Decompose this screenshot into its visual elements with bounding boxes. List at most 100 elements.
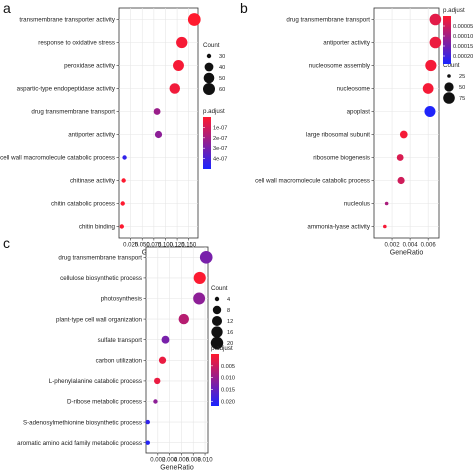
data-point: [397, 176, 405, 185]
data-point: [424, 105, 436, 118]
x-tick-label: 0.010: [198, 458, 214, 464]
category-label: sulfate transport: [98, 337, 143, 344]
size-legend-title: Count: [443, 62, 460, 69]
category-label: aspartic-type endopeptidase activity: [17, 86, 116, 93]
size-legend-key: [210, 336, 224, 350]
color-legend-label: 0.00020: [453, 54, 473, 60]
color-legend-bar: [443, 16, 451, 64]
category-label: photosynthesis: [101, 296, 142, 303]
panel-c: c drug transmembrane transport cellulose b…: [3, 235, 235, 471]
category-label: large ribosomal subunit: [306, 132, 370, 139]
color-legend-label: 0.005: [221, 364, 235, 370]
category-label: antiporter activity: [68, 132, 116, 139]
color-legend-label: 0.00005: [453, 24, 473, 30]
color-legend-bar: [211, 354, 219, 406]
x-tick-label: 0.006: [174, 458, 190, 464]
category-label: ribosome biogenesis: [313, 155, 370, 162]
x-tick-label: 0.004: [162, 458, 178, 464]
x-tick-label: 0.002: [385, 243, 401, 249]
data-point: [158, 356, 167, 364]
size-legend-key: [212, 305, 222, 315]
x-tick-label: 0.006: [421, 243, 437, 249]
category-label: aromatic amino acid family metabolic pro…: [17, 440, 142, 447]
size-legend-label: 60: [219, 87, 225, 93]
category-label: cell wall macromolecule catabolic proces…: [0, 155, 115, 162]
category-label: chitin catabolic process: [51, 201, 115, 208]
data-point: [422, 83, 434, 94]
category-label: nucleosome assembly: [309, 63, 371, 70]
data-point: [153, 399, 158, 404]
color-legend-label: 0.010: [221, 376, 235, 382]
category-label: D-ribose metabolic process: [67, 399, 142, 406]
x-tick-label: 0.008: [186, 458, 202, 464]
data-point: [178, 313, 189, 325]
size-legend-title: Count: [203, 42, 220, 49]
size-legend-title: Count: [211, 285, 228, 292]
size-legend-key: [211, 315, 223, 327]
size-legend-label: 20: [227, 341, 233, 347]
size-legend-label: 50: [459, 85, 465, 91]
panel-label: a: [3, 0, 11, 16]
x-tick-label: 0.050: [135, 243, 151, 249]
data-point: [429, 13, 442, 26]
category-label: chitin binding: [79, 224, 116, 231]
data-point: [145, 440, 150, 445]
data-point: [399, 130, 408, 139]
x-tick-label: 0.100: [158, 243, 174, 249]
category-label: drug transmembrane transport: [286, 17, 370, 24]
size-legend-label: 16: [227, 330, 233, 336]
color-legend-label: 3e-07: [213, 146, 227, 152]
x-axis-label: GeneRatio: [390, 250, 424, 257]
size-legend-label: 25: [459, 74, 465, 80]
category-label: cellulose biosynthetic process: [60, 275, 142, 282]
x-tick-label: 0.125: [170, 243, 186, 249]
size-legend-label: 12: [227, 319, 233, 325]
size-legend-key: [447, 74, 451, 78]
category-label: peroxidase activity: [64, 63, 116, 70]
data-point: [199, 250, 213, 264]
size-legend-key: [443, 92, 455, 104]
data-point: [193, 271, 206, 284]
data-point: [121, 178, 126, 183]
data-point: [122, 155, 127, 160]
data-point: [425, 59, 437, 72]
color-legend-title: p.adjust: [203, 108, 225, 115]
data-point: [153, 108, 161, 115]
data-point: [383, 224, 387, 229]
data-point: [154, 130, 163, 139]
data-point: [173, 60, 184, 71]
size-legend-key: [211, 326, 223, 338]
category-label: response to oxidative stress: [38, 40, 115, 47]
size-legend-label: 8: [227, 308, 230, 314]
color-legend-title: p.adjust: [211, 345, 233, 352]
category-label: S-adenosylmethionine biosynthetic proces…: [23, 419, 142, 426]
color-legend-label: 1e-07: [213, 125, 227, 131]
panel-b: b drug transmembrane transport antiporter …: [240, 0, 473, 257]
data-point: [187, 13, 201, 26]
category-label: cell wall macromolecule catabolic proces…: [255, 178, 370, 185]
data-point: [384, 201, 389, 206]
color-legend-label: 2e-07: [213, 136, 227, 142]
data-point: [193, 292, 206, 305]
size-legend-label: 30: [219, 54, 225, 60]
category-label: chitinase activity: [70, 178, 116, 185]
data-point: [429, 36, 442, 49]
size-legend-key: [214, 296, 220, 302]
panel-label: b: [240, 0, 248, 16]
size-legend-label: 40: [219, 65, 225, 71]
size-legend-label: 50: [219, 76, 225, 82]
size-legend-key: [206, 53, 212, 59]
color-legend-label: 0.00010: [453, 34, 473, 40]
x-tick-label: 0.002: [150, 458, 166, 464]
size-legend-label: 75: [459, 96, 465, 102]
color-legend-label: 0.00015: [453, 44, 473, 50]
data-point: [169, 83, 180, 94]
x-tick-label: 0.075: [146, 243, 162, 249]
panel-label: c: [3, 235, 10, 251]
category-label: transmembrane transporter activity: [19, 17, 116, 24]
color-legend-label: 0.015: [221, 387, 235, 393]
category-label: carbon utilization: [96, 358, 143, 365]
data-point: [119, 224, 124, 229]
category-label: drug transmembrane transport: [58, 255, 142, 262]
